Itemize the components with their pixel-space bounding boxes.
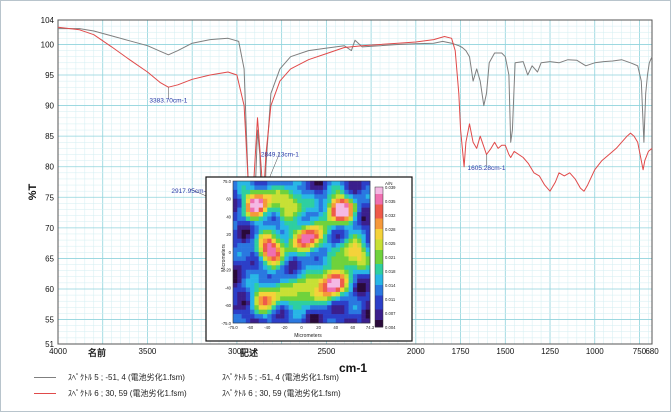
colorbar-tick-label: 0.004 — [385, 325, 396, 330]
inset-x-axis-title: Micrometers — [294, 333, 322, 339]
x-tick-label: 680 — [645, 347, 659, 356]
legend-header-desc: 記述 — [240, 348, 259, 358]
y-tick-label: 80 — [45, 163, 54, 172]
inset-y-tick-label: 0 — [229, 250, 232, 255]
x-tick-label: 750 — [633, 347, 647, 356]
chemical-image-inset: 75.0 60 40 20 0 -20 -40 -60 -75.0 -75.0 -60 -40 -20… — [205, 176, 413, 342]
inset-x-tick-label: -40 — [264, 325, 271, 330]
x-tick-label: 3500 — [139, 347, 157, 356]
colorbar-title: A/N — [385, 181, 393, 186]
y-tick-label: 60 — [45, 285, 54, 294]
series-line-1 — [58, 28, 653, 339]
colorbar-tick-label: 0.032 — [385, 213, 396, 218]
y-tick-label: 65 — [45, 254, 54, 263]
colorbar-tick-label: 0.014 — [385, 283, 396, 288]
inset-x-tick-label: -20 — [281, 325, 288, 330]
inset-y-tick-label: 20 — [226, 232, 231, 237]
colorbar-tick-label: 0.028 — [385, 227, 396, 232]
x-tick-label: 1500 — [496, 347, 514, 356]
legend-swatch — [34, 377, 56, 378]
inset-y-tick-label: -40 — [225, 285, 232, 290]
y-tick-label: 55 — [45, 316, 54, 325]
x-tick-label: 1250 — [541, 347, 559, 356]
colorbar — [374, 186, 384, 328]
colorbar-tick-label: 0.035 — [385, 199, 396, 204]
peak-label: 3383.70cm-1 — [149, 98, 187, 105]
inset-y-tick-label: -75.0 — [221, 321, 231, 326]
colorbar-tick-label: 0.018 — [385, 269, 396, 274]
peak-label: 2849.13cm-1 — [261, 151, 299, 158]
colorbar-ticks: 0.039 0.035 0.032 0.028 0.025 0.021 0.018 0.014… — [385, 185, 396, 330]
y-axis-title: %T — [27, 183, 39, 200]
inset-y-tick-label: -20 — [225, 268, 232, 273]
peak-label: 1605.28cm-1 — [468, 165, 506, 172]
inset-y-tick-label: -60 — [225, 303, 232, 308]
y-tick-label: 100 — [41, 40, 55, 49]
legend-header-name: 名前 — [88, 348, 107, 358]
colorbar-tick-label: 0.025 — [385, 241, 396, 246]
x-axis-ticks: 4000 3500 3000 2500 2000 1750 1500 1250 1000 750 6… — [49, 347, 659, 356]
x-tick-label: 2500 — [317, 347, 335, 356]
x-tick-label: 3000 — [228, 347, 246, 356]
plot-border — [57, 19, 653, 345]
inset-x-tick-label: -75.0 — [228, 325, 238, 330]
inset-y-tick-label: 75.0 — [223, 179, 232, 184]
x-tick-label: 4000 — [49, 347, 67, 356]
inset-y-axis-title: Micrometers — [221, 244, 227, 272]
legend: 名前 記述 ｽﾍﾟｸﾄﾙ 5 ; -51, 4 (電池劣化1.fsm) ｽﾍﾟｸ… — [34, 340, 494, 406]
inset-x-tick-label: 0 — [300, 325, 303, 330]
series-line-2 — [57, 26, 653, 217]
x-tick-label: 2000 — [407, 347, 425, 356]
legend-item[interactable]: ｽﾍﾟｸﾄﾙ 5 ; -51, 4 (電池劣化1.fsm) ｽﾍﾟｸﾄﾙ 5 ;… — [34, 372, 494, 384]
inset-x-tick-label: 74.3 — [366, 325, 375, 330]
colorbar-tick-label: 0.021 — [385, 255, 396, 260]
inset-x-ticks: -75.0 -60 -40 -20 0 20 40 60 74.3 — [228, 325, 375, 330]
x-tick-label: 1750 — [452, 347, 470, 356]
inset-y-tick-label: 40 — [226, 214, 231, 219]
y-tick-label: 90 — [45, 102, 54, 111]
legend-item[interactable]: ｽﾍﾟｸﾄﾙ 6 ; 30, 59 (電池劣化1.fsm) ｽﾍﾟｸﾄﾙ 6 ;… — [34, 388, 494, 400]
colorbar-tick-label: 0.007 — [385, 311, 396, 316]
x-axis-title: cm-1 — [339, 361, 367, 375]
peak-label: 2917.95cm-1 — [171, 188, 209, 195]
colorbar-tick-label: 0.011 — [385, 297, 396, 302]
y-tick-label: 75 — [45, 193, 54, 202]
y-tick-label: 85 — [45, 132, 54, 141]
legend-item-name: ｽﾍﾟｸﾄﾙ 6 ; 30, 59 (電池劣化1.fsm) — [68, 389, 187, 398]
y-axis-ticks: 104 100 95 90 85 80 75 70 65 60 55 51 — [41, 16, 55, 349]
inset-x-tick-label: 60 — [351, 325, 356, 330]
inset-y-ticks: 75.0 60 40 20 0 -20 -40 -60 -75.0 — [221, 179, 231, 326]
heatmap-image — [232, 180, 371, 324]
x-tick-label: 1000 — [586, 347, 604, 356]
series-layer — [57, 26, 653, 339]
y-tick-label: 104 — [41, 16, 55, 25]
inset-x-tick-label: -60 — [247, 325, 254, 330]
y-tick-label: 95 — [45, 71, 54, 80]
inset-x-tick-label: 20 — [316, 325, 321, 330]
inset-x-tick-label: 40 — [333, 325, 338, 330]
legend-item-desc: ｽﾍﾟｸﾄﾙ 6 ; 30, 59 (電池劣化1.fsm) — [222, 389, 341, 398]
inset-y-tick-label: 60 — [226, 197, 231, 202]
y-tick-label: 70 — [45, 224, 54, 233]
colorbar-tick-label: 0.039 — [385, 185, 396, 190]
legend-swatch — [34, 393, 56, 394]
legend-item-name: ｽﾍﾟｸﾄﾙ 5 ; -51, 4 (電池劣化1.fsm) — [68, 373, 185, 382]
y-tick-label: 51 — [45, 340, 54, 349]
legend-item-desc: ｽﾍﾟｸﾄﾙ 5 ; -51, 4 (電池劣化1.fsm) — [222, 373, 339, 382]
